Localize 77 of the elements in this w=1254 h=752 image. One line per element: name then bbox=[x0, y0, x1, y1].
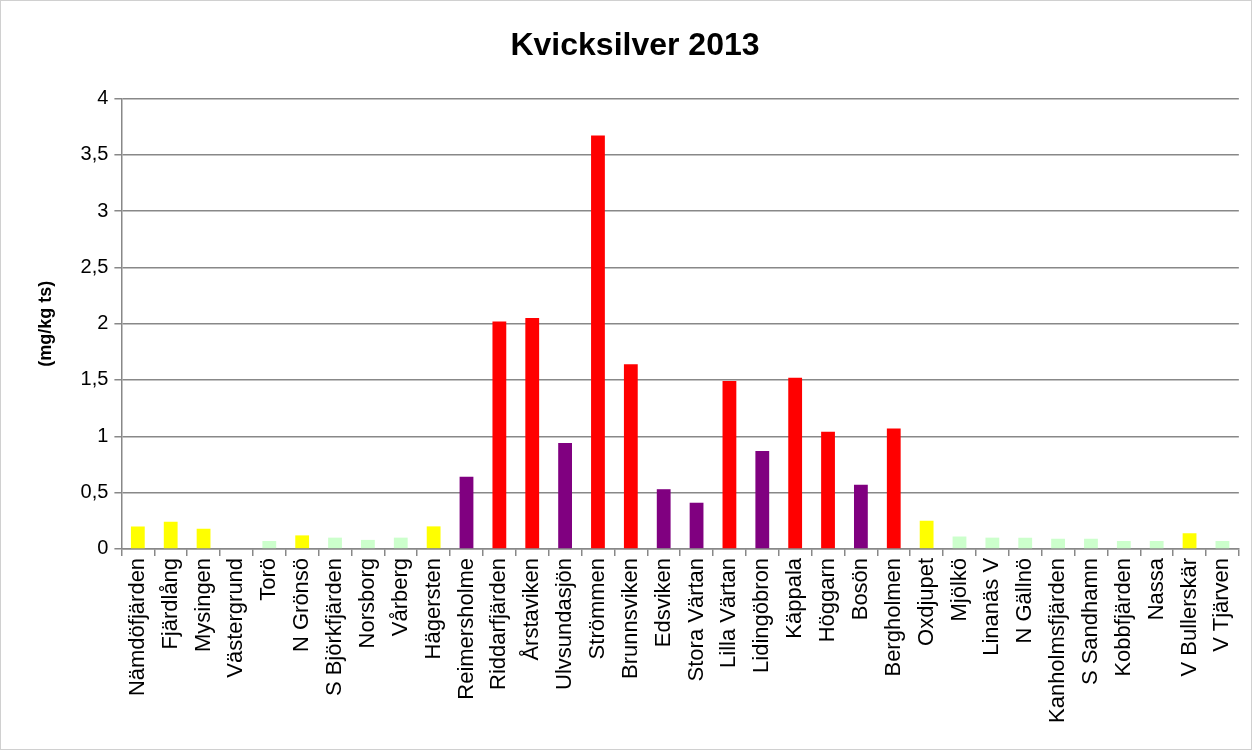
bar bbox=[623, 364, 638, 549]
y-tick-label: 0 bbox=[97, 536, 109, 559]
bar bbox=[196, 528, 211, 549]
bar bbox=[1149, 541, 1164, 549]
y-tick-label: 3,5 bbox=[80, 142, 109, 165]
y-tick-label: 2,5 bbox=[80, 254, 109, 277]
x-tick-label: Mjölkö bbox=[945, 557, 971, 622]
bar bbox=[1018, 537, 1033, 549]
x-tick-label: Riddarfjärden bbox=[485, 557, 511, 690]
x-tick-label: Västergrund bbox=[222, 557, 248, 678]
x-tick-label: Reimersholme bbox=[452, 557, 478, 700]
bar bbox=[163, 521, 178, 549]
bar bbox=[295, 535, 310, 549]
bar bbox=[525, 318, 540, 549]
x-tick-label: Ulvsundasjön bbox=[551, 557, 577, 690]
bar bbox=[558, 443, 572, 549]
x-tick-label: Torö bbox=[255, 557, 281, 601]
bar bbox=[755, 450, 770, 549]
x-tick-label: Nämdöfjärden bbox=[123, 557, 149, 697]
bar bbox=[1116, 541, 1131, 549]
bar bbox=[656, 489, 671, 549]
x-tick-label: Edsviken bbox=[649, 557, 675, 648]
x-tick-label: Käppala bbox=[781, 557, 807, 639]
bar bbox=[722, 381, 737, 549]
y-tick-label: 4 bbox=[97, 85, 109, 108]
y-tick-label: 2 bbox=[97, 311, 109, 334]
x-tick-label: Oxdjupet bbox=[912, 557, 938, 646]
bar bbox=[985, 537, 1000, 549]
bar bbox=[459, 476, 474, 549]
x-tick-label: Stora Värtan bbox=[682, 557, 708, 682]
x-tick-label: Lidingöbron bbox=[748, 557, 774, 673]
bar bbox=[492, 321, 507, 549]
x-tick-label: Vårberg bbox=[386, 557, 412, 637]
x-tick-label: V Bullerskär bbox=[1175, 557, 1201, 677]
bar bbox=[1051, 538, 1065, 549]
x-tick-label: Hägersten bbox=[419, 557, 445, 660]
y-tick-label: 1 bbox=[97, 423, 109, 446]
y-axis-title: (mg/kg ts) bbox=[34, 280, 55, 367]
bar bbox=[919, 520, 934, 549]
bar bbox=[853, 484, 868, 549]
x-tick-label: Kobbfjärden bbox=[1109, 557, 1135, 677]
x-tick-label: N Grönsö bbox=[288, 557, 314, 653]
x-tick-label: Bergholmen bbox=[879, 557, 905, 677]
x-tick-label: Norsborg bbox=[353, 557, 379, 649]
x-tick-label: Årstaviken bbox=[518, 557, 544, 661]
bar bbox=[328, 537, 342, 549]
chart-title: Kvicksilver 2013 bbox=[510, 26, 760, 63]
x-tick-label: Mysingen bbox=[189, 557, 215, 653]
bar bbox=[130, 526, 145, 549]
x-tick-label: V Tjärven bbox=[1208, 557, 1234, 652]
x-tick-label: Bosön bbox=[846, 557, 872, 621]
x-tick-label: S Sandhamn bbox=[1077, 557, 1103, 686]
bar bbox=[788, 377, 803, 549]
x-tick-label: N Gällnö bbox=[1011, 557, 1037, 644]
x-tick-label: Nassa bbox=[1142, 557, 1168, 621]
bar bbox=[393, 537, 408, 549]
y-tick-label: 3 bbox=[97, 198, 109, 221]
bar bbox=[821, 431, 835, 549]
x-tick-label: Strömmen bbox=[584, 557, 610, 660]
bar bbox=[426, 526, 441, 549]
x-tick-label: Brunnsviken bbox=[616, 557, 642, 679]
bar bbox=[886, 428, 901, 549]
bar bbox=[361, 539, 375, 549]
y-tick-label: 1,5 bbox=[80, 367, 109, 390]
bar bbox=[262, 541, 277, 549]
bar bbox=[1084, 538, 1098, 549]
bar bbox=[591, 135, 605, 549]
x-tick-label: Linanäs V bbox=[978, 557, 1004, 656]
bar bbox=[1182, 533, 1197, 549]
x-tick-label: Kanholmsfjärden bbox=[1044, 557, 1070, 724]
y-tick-label: 0,5 bbox=[80, 480, 109, 503]
x-tick-label: Lilla Värtan bbox=[715, 557, 741, 668]
x-tick-label: Fjärdlång bbox=[156, 557, 182, 650]
x-tick-label: S Björkfjärden bbox=[321, 557, 347, 697]
bar bbox=[689, 502, 704, 549]
bar bbox=[1215, 541, 1230, 549]
x-tick-label: Höggarn bbox=[814, 557, 840, 643]
